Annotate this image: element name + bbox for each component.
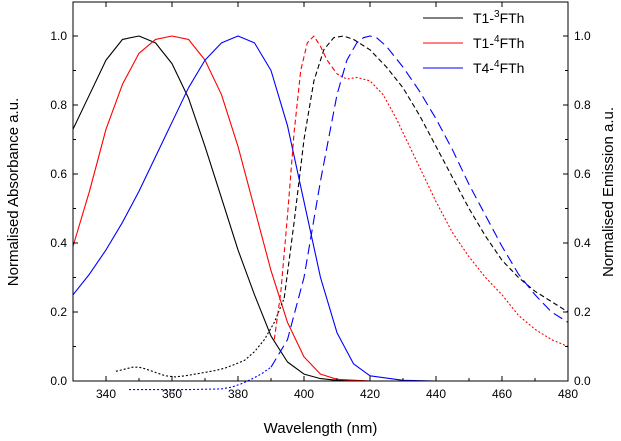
x-tick-label: 380 — [228, 387, 248, 401]
series-line-2 — [72, 35, 437, 382]
y-tick-label-right: 0.2 — [574, 305, 591, 319]
legend-label-t4-4fth: T4-4FTh — [473, 59, 524, 76]
y-tick-label-right: 0.0 — [574, 374, 591, 388]
y-axis-title-left: Normalised Absorbance a.u. — [5, 98, 22, 286]
y-tick-label-left: 0.0 — [50, 374, 67, 388]
x-tick-label: 400 — [294, 387, 314, 401]
y-tick-label-right: 0.8 — [574, 98, 591, 112]
x-tick-label: 360 — [162, 387, 182, 401]
x-tick-label: 460 — [492, 387, 512, 401]
series-line-6 — [336, 73, 569, 348]
legend-entry-t1-3fth: T1-3FTh — [423, 9, 524, 26]
legend-label-t1-3fth: T1-3FTh — [473, 9, 524, 26]
plot-frame — [72, 1, 569, 382]
series-line-0 — [72, 35, 436, 382]
legend: T1-3FTh T1-4FTh T4-4FTh — [423, 9, 524, 76]
series-line-8 — [270, 35, 569, 368]
legend-label-t1-4fth: T1-4FTh — [473, 34, 524, 51]
series-line-7 — [129, 366, 272, 391]
y-tick-label-left: 0.8 — [50, 98, 67, 112]
y-tick-label-left: 0.6 — [50, 167, 67, 181]
axis-ticks — [72, 2, 569, 382]
y-tick-label-left: 0.2 — [50, 305, 67, 319]
series-line-5 — [273, 35, 338, 340]
x-axis-title: Wavelength (nm) — [264, 420, 378, 437]
x-tick-label: 480 — [558, 387, 578, 401]
y-tick-label-right: 0.4 — [574, 236, 591, 250]
y-tick-label-right: 1.0 — [574, 29, 591, 43]
y-axis-title-right: Normalised Emission a.u. — [600, 107, 617, 277]
legend-entry-t1-4fth: T1-4FTh — [423, 34, 524, 51]
series-line-3 — [115, 297, 285, 378]
y-tick-label-left: 1.0 — [50, 29, 67, 43]
series-line-4 — [283, 35, 569, 313]
x-tick-label: 420 — [360, 387, 380, 401]
y-tick-label-right: 0.6 — [574, 167, 591, 181]
legend-entry-t4-4fth: T4-4FTh — [423, 59, 524, 76]
plot-lines — [72, 35, 569, 391]
x-tick-label: 440 — [426, 387, 446, 401]
x-tick-label: 340 — [96, 387, 116, 401]
series-line-1 — [72, 35, 403, 382]
y-tick-label-left: 0.4 — [50, 236, 67, 250]
